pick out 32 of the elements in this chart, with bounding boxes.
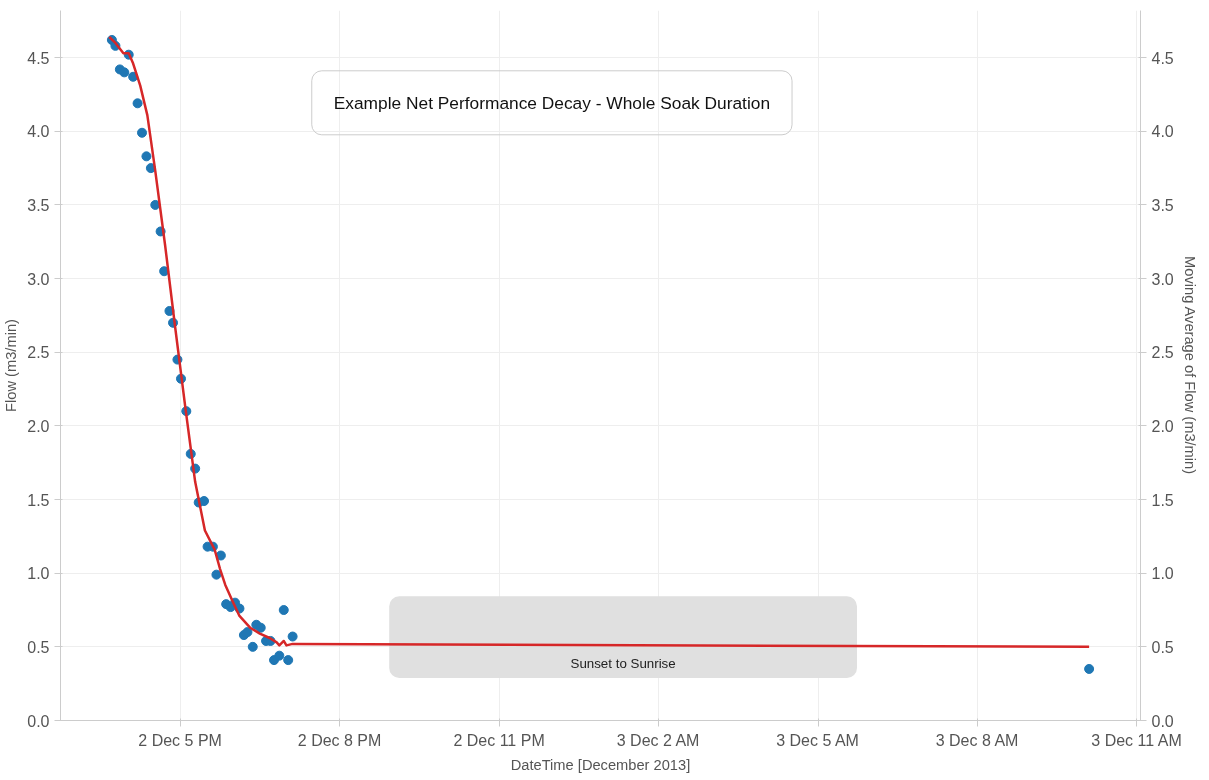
y-tick-label: 2.5 — [27, 344, 50, 362]
x-axis-title: DateTime [December 2013] — [510, 756, 691, 773]
y2-tick-label: 3.0 — [1151, 270, 1174, 288]
y-tick-label: 1.5 — [27, 491, 50, 509]
x-tick-label: 3 Dec 11 AM — [1091, 731, 1182, 749]
x-tick-label: 3 Dec 5 AM — [776, 731, 859, 749]
y-tick-label: 3.0 — [27, 270, 50, 288]
y2-tick-label: 2.0 — [1151, 417, 1174, 435]
x-tick-label: 3 Dec 8 AM — [935, 731, 1019, 749]
y2-axis-title: Moving Average of Flow (m3/min) — [1181, 256, 1198, 475]
y2-tick-label: 4.0 — [1151, 123, 1174, 141]
y2-tick-label: 3.5 — [1151, 196, 1174, 214]
y-tick-label: 3.5 — [27, 196, 50, 214]
y2-tick-label: 4.5 — [1151, 49, 1174, 67]
y-tick-label: 4.0 — [27, 123, 50, 141]
y-tick-label: 0.0 — [27, 712, 50, 730]
x-tick-label: 2 Dec 11 PM — [453, 731, 545, 749]
x-tick-label: 3 Dec 2 AM — [616, 731, 700, 749]
y2-tick-label: 0.0 — [1151, 712, 1174, 730]
band-label: Sunset to Sunrise — [570, 655, 676, 671]
y2-tick-label: 0.5 — [1151, 638, 1174, 656]
y-tick-label: 0.5 — [27, 638, 50, 656]
y2-tick-label: 1.0 — [1151, 565, 1174, 583]
y-tick-label: 4.5 — [27, 49, 50, 67]
y-tick-label: 2.0 — [27, 417, 50, 435]
y2-tick-label: 1.5 — [1151, 491, 1174, 509]
y-axis-title: Flow (m3/min) — [3, 319, 20, 412]
y2-tick-label: 2.5 — [1151, 344, 1174, 362]
x-tick-label: 2 Dec 8 PM — [297, 731, 382, 749]
y-tick-label: 1.0 — [27, 565, 50, 583]
x-tick-label: 2 Dec 5 PM — [138, 731, 222, 749]
text: Example Net Performance Decay - Whole Soak Duration — [333, 92, 771, 113]
